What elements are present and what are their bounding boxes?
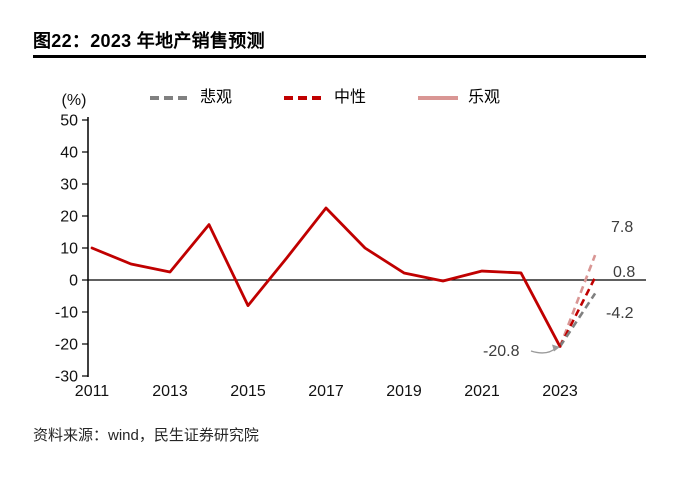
forecast-line-neutral bbox=[558, 276, 597, 348]
actual-series-line bbox=[90, 206, 562, 348]
y-tick-label: 40 bbox=[60, 145, 78, 162]
x-tick-label: 2023 bbox=[542, 383, 578, 400]
forecast-value-label-optimistic: 7.8 bbox=[611, 219, 633, 236]
legend-item-optimistic: 乐观 bbox=[418, 90, 500, 106]
pessimistic-dashed-line-swatch bbox=[149, 96, 190, 100]
x-tick-label: 2015 bbox=[230, 383, 266, 400]
x-tick-label: 2021 bbox=[464, 383, 500, 400]
legend-label-neutral: 中性 bbox=[333, 89, 366, 106]
annotation-connector bbox=[530, 347, 557, 354]
y-tick-label: -10 bbox=[55, 305, 78, 322]
legend-item-pessimistic: 悲观 bbox=[149, 89, 232, 106]
source-text: 资料来源：wind，民生证券研究院 bbox=[33, 427, 259, 444]
y-tick-label: 50 bbox=[60, 113, 78, 130]
legend-label-pessimistic: 悲观 bbox=[199, 89, 232, 106]
title-underline bbox=[33, 55, 646, 58]
legend-item-neutral: 中性 bbox=[283, 89, 366, 106]
x-tick-label: 2013 bbox=[152, 383, 188, 400]
y-tick-label: -20 bbox=[55, 337, 78, 354]
figure-title: 图22：2023 年地产销售预测 bbox=[33, 31, 265, 51]
y-tick-label: 10 bbox=[60, 241, 78, 258]
forecast-value-label-pessimistic: -4.2 bbox=[606, 305, 634, 322]
y-tick-label: 20 bbox=[60, 209, 78, 226]
x-tick-label: 2017 bbox=[308, 383, 344, 400]
low-point-value-label: -20.8 bbox=[483, 343, 520, 360]
forecast-line-optimistic bbox=[558, 254, 597, 348]
x-tick-label: 2019 bbox=[386, 383, 422, 400]
annotation-arrowhead bbox=[552, 344, 560, 352]
x-tick-label: 2011 bbox=[75, 383, 110, 400]
y-axis-unit-label: (%) bbox=[62, 92, 87, 109]
legend-label-optimistic: 乐观 bbox=[468, 89, 501, 106]
y-tick-label: 0 bbox=[69, 273, 78, 290]
y-tick-label: 30 bbox=[60, 177, 78, 194]
forecast-value-label-neutral: 0.8 bbox=[613, 264, 635, 281]
chart-legend: 悲观 中性 乐观 bbox=[70, 90, 580, 106]
optimistic-solid-line-swatch bbox=[418, 96, 458, 100]
neutral-dashed-line-swatch bbox=[283, 96, 324, 100]
y-tick-label: -30 bbox=[55, 369, 78, 386]
